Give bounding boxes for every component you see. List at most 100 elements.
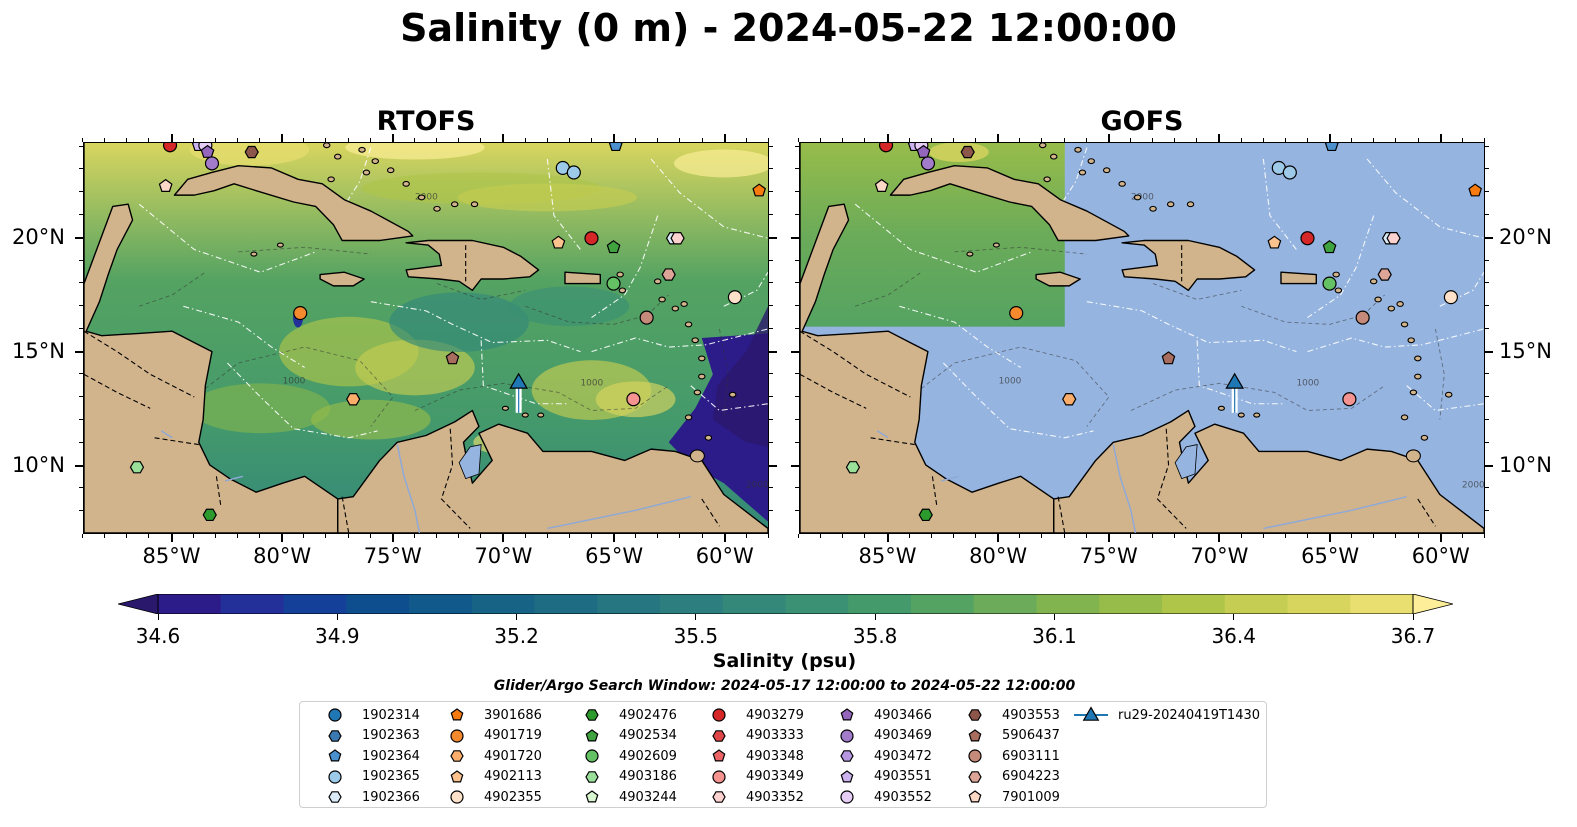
- float-4901720-marker: [1062, 393, 1077, 406]
- colorbar-tick-label: 36.4: [1211, 624, 1256, 648]
- y-tick-label: 15°N: [12, 338, 65, 363]
- x-tick-mark: [657, 138, 659, 142]
- y-tick-mark: [795, 259, 799, 261]
- x-tick-mark: [1484, 534, 1485, 538]
- panel-title-rtofs: RTOFS: [376, 106, 476, 137]
- hexagon-marker-icon: [585, 770, 599, 783]
- map-rtofs[interactable]: 1000 1000 2000 2000: [83, 142, 769, 534]
- legend-label: 1902364: [362, 748, 420, 764]
- y-tick-label: 15°N: [1499, 338, 1552, 363]
- x-tick-mark: [546, 534, 548, 538]
- circle-marker-icon: [840, 728, 854, 743]
- legend-label: 7901009: [1002, 789, 1060, 805]
- land-central-america: [84, 143, 339, 533]
- legend-6904223-marker: [968, 770, 982, 783]
- legend-1902366-marker: [328, 791, 342, 803]
- y-tick-mark: [769, 145, 773, 147]
- x-tick-mark: [842, 534, 844, 538]
- colorbar-tick-mark: [1233, 614, 1235, 620]
- x-tick-mark: [768, 534, 769, 538]
- float-4901720-marker: [346, 393, 361, 406]
- x-tick-mark: [192, 534, 194, 538]
- y-tick-mark: [795, 282, 799, 284]
- map-gofs[interactable]: 1000 1000 2000 2000: [799, 142, 1485, 534]
- x-tick-mark: [236, 138, 238, 142]
- land-jamaica: [1035, 271, 1081, 287]
- legend-4901720-marker: [450, 750, 464, 762]
- svg-text:1000: 1000: [1296, 379, 1319, 389]
- legend-item: 4901720: [440, 747, 542, 765]
- circle-marker-icon: [840, 790, 854, 804]
- colorbar-tick-mark: [157, 614, 159, 620]
- float-4903352-marker: [1386, 232, 1401, 245]
- x-tick-mark: [436, 534, 438, 538]
- legend-item: 3901686: [440, 706, 542, 724]
- y-tick-mark: [769, 236, 777, 239]
- legend-label: 4901720: [484, 748, 542, 764]
- legend-4901719-marker: [450, 728, 464, 743]
- legend-4903469-marker: [840, 728, 854, 743]
- x-tick-mark: [214, 138, 216, 142]
- x-tick-mark: [745, 534, 747, 538]
- legend-item: 4903244: [575, 788, 677, 806]
- float-4903469-marker: [204, 156, 220, 171]
- float-4902476-marker: [918, 508, 933, 522]
- float-4903279-marker: [584, 231, 599, 246]
- y-tick-mark: [769, 350, 777, 353]
- y-tick-mark: [795, 145, 799, 147]
- x-tick-mark: [413, 138, 415, 142]
- y-tick-mark: [769, 282, 773, 284]
- legend-item: 4903551: [830, 768, 932, 786]
- legend-label: 5906437: [1002, 728, 1060, 743]
- x-tick-mark: [798, 138, 799, 142]
- x-tick-label: 70°W: [474, 544, 533, 568]
- y-tick-mark: [79, 419, 83, 421]
- float-6903111-marker: [639, 310, 654, 325]
- y-tick-mark: [795, 441, 799, 443]
- x-tick-mark: [1240, 138, 1242, 142]
- legend-label: 4901719: [484, 728, 542, 743]
- x-tick-mark: [864, 534, 866, 538]
- x-tick-mark: [148, 138, 150, 142]
- x-tick-mark: [524, 534, 526, 538]
- y-tick-mark: [795, 213, 799, 215]
- y-tick-mark: [79, 282, 83, 284]
- float-4902113-marker: [551, 235, 566, 249]
- float-1902364-marker: [608, 143, 623, 152]
- y-tick-mark: [79, 373, 83, 375]
- legend-label: 4903333: [746, 728, 804, 743]
- x-tick-mark: [1041, 138, 1043, 142]
- colorbar-tick-label: 36.1: [1032, 624, 1077, 648]
- hexagon-marker-icon: [712, 729, 726, 742]
- legend-item: 4903352: [702, 788, 804, 806]
- circle-marker-icon: [450, 728, 464, 743]
- x-tick-mark: [1484, 138, 1485, 142]
- colorbar-tick-mark: [336, 614, 338, 620]
- x-tick-mark: [1461, 534, 1463, 538]
- legend-item: ru29-20240419T1430: [1074, 706, 1260, 724]
- legend-1902314-marker: [328, 708, 342, 722]
- svg-text:2000: 2000: [1131, 193, 1154, 203]
- x-tick-mark: [590, 534, 592, 538]
- pentagon-marker-icon: [840, 708, 854, 721]
- x-tick-mark: [1063, 534, 1065, 538]
- legend-5906437-marker: [968, 728, 982, 741]
- legend-item: 4901719: [440, 727, 542, 745]
- x-tick-mark: [1218, 134, 1221, 142]
- legend-label: 6903111: [1002, 748, 1060, 764]
- x-tick-label: 70°W: [1190, 544, 1249, 568]
- x-tick-mark: [1019, 138, 1021, 142]
- x-tick-label: 60°W: [695, 544, 754, 568]
- x-tick-mark: [502, 534, 505, 542]
- y-tick-mark: [1485, 396, 1489, 398]
- x-tick-label: 80°W: [969, 544, 1028, 568]
- pentagon-marker-icon: [840, 769, 854, 782]
- float-6904223-marker: [1377, 268, 1392, 281]
- x-tick-mark: [952, 534, 954, 538]
- x-tick-mark: [930, 138, 932, 142]
- x-tick-mark: [1306, 138, 1308, 142]
- legend-item: 4903186: [575, 768, 677, 786]
- legend-item: 5906437: [958, 727, 1060, 745]
- y-tick-mark: [1485, 373, 1489, 375]
- legend-4902355-marker: [450, 790, 464, 804]
